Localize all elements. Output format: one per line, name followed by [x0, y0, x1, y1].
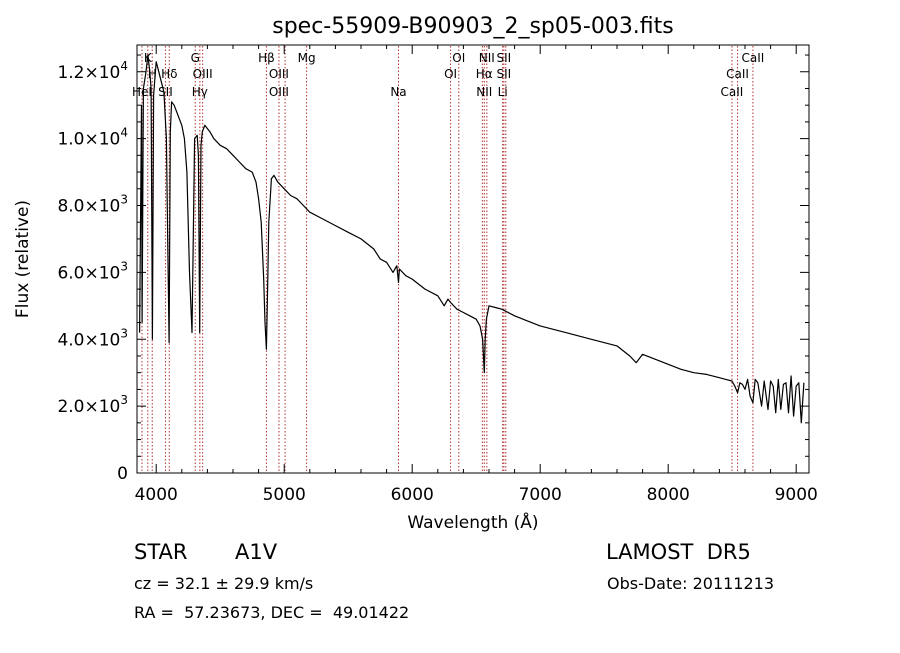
y-tick-label: 6.0×103: [57, 259, 128, 283]
x-axis: 4000 5000 6000 7000 8000 9000: [135, 45, 818, 505]
line-label: HeI: [132, 85, 152, 99]
line-label: G: [191, 51, 200, 65]
observation-date: Obs-Date: 20111213: [607, 574, 775, 593]
line-label: Hα: [476, 67, 493, 81]
line-label: CaII: [726, 67, 749, 81]
x-axis-label: Wavelength (Å): [407, 511, 538, 533]
spectral-line-markers: [141, 46, 754, 472]
line-label: Mg: [298, 51, 316, 65]
x-tick-label: 9000: [775, 485, 818, 505]
y-tick-label: 1.0×104: [57, 126, 128, 150]
x-tick-label: 4000: [135, 485, 178, 505]
line-label: OI: [444, 67, 457, 81]
plot-frame: [136, 44, 810, 474]
survey-name: LAMOST DR5: [606, 540, 751, 564]
line-label: SII: [496, 51, 511, 65]
line-label: NII: [476, 85, 492, 99]
y-axis: 0 2.0×103 4.0×103 6.0×103 8.0×103 1.0×104 1.2×…: [57, 54, 809, 484]
line-label: OIII: [269, 67, 289, 81]
line-label: Li: [498, 85, 508, 99]
line-label: SII: [158, 85, 173, 99]
y-tick-label: 1.2×104: [57, 59, 128, 83]
spectrum-line: [139, 54, 805, 424]
line-label: OIII: [193, 67, 213, 81]
line-label: Hδ: [161, 67, 177, 81]
coordinates: RA = 57.23673, DEC = 49.01422: [134, 603, 410, 622]
y-tick-label: 2.0×103: [57, 393, 128, 417]
y-tick-label: 4.0×103: [57, 326, 128, 350]
x-tick-label: 7000: [519, 485, 562, 505]
y-tick-label: 0: [117, 464, 128, 484]
line-label: CaII: [721, 85, 744, 99]
line-label: Na: [390, 85, 406, 99]
line-label: Hγ: [192, 85, 208, 99]
line-label: NII: [479, 51, 495, 65]
chart-title: spec-55909-B90903_2_sp05-003.fits: [272, 14, 674, 39]
line-label: SII: [496, 67, 511, 81]
x-tick-label: 6000: [391, 485, 434, 505]
x-tick-label: 5000: [263, 485, 306, 505]
redshift-cz: cz = 32.1 ± 29.9 km/s: [134, 574, 314, 593]
line-label: OI: [452, 51, 465, 65]
x-tick-label: 8000: [647, 485, 690, 505]
spectrum-series: [139, 54, 805, 424]
line-label: OIII: [269, 85, 289, 99]
y-axis-label: Flux (relative): [13, 200, 33, 318]
line-label: H: [148, 67, 157, 81]
spectral-subclass: A1V: [235, 540, 278, 564]
y-tick-label: 8.0×103: [57, 193, 128, 217]
object-class: STAR: [134, 540, 188, 564]
line-label: CaII: [742, 51, 765, 65]
line-label: Hβ: [258, 51, 275, 65]
